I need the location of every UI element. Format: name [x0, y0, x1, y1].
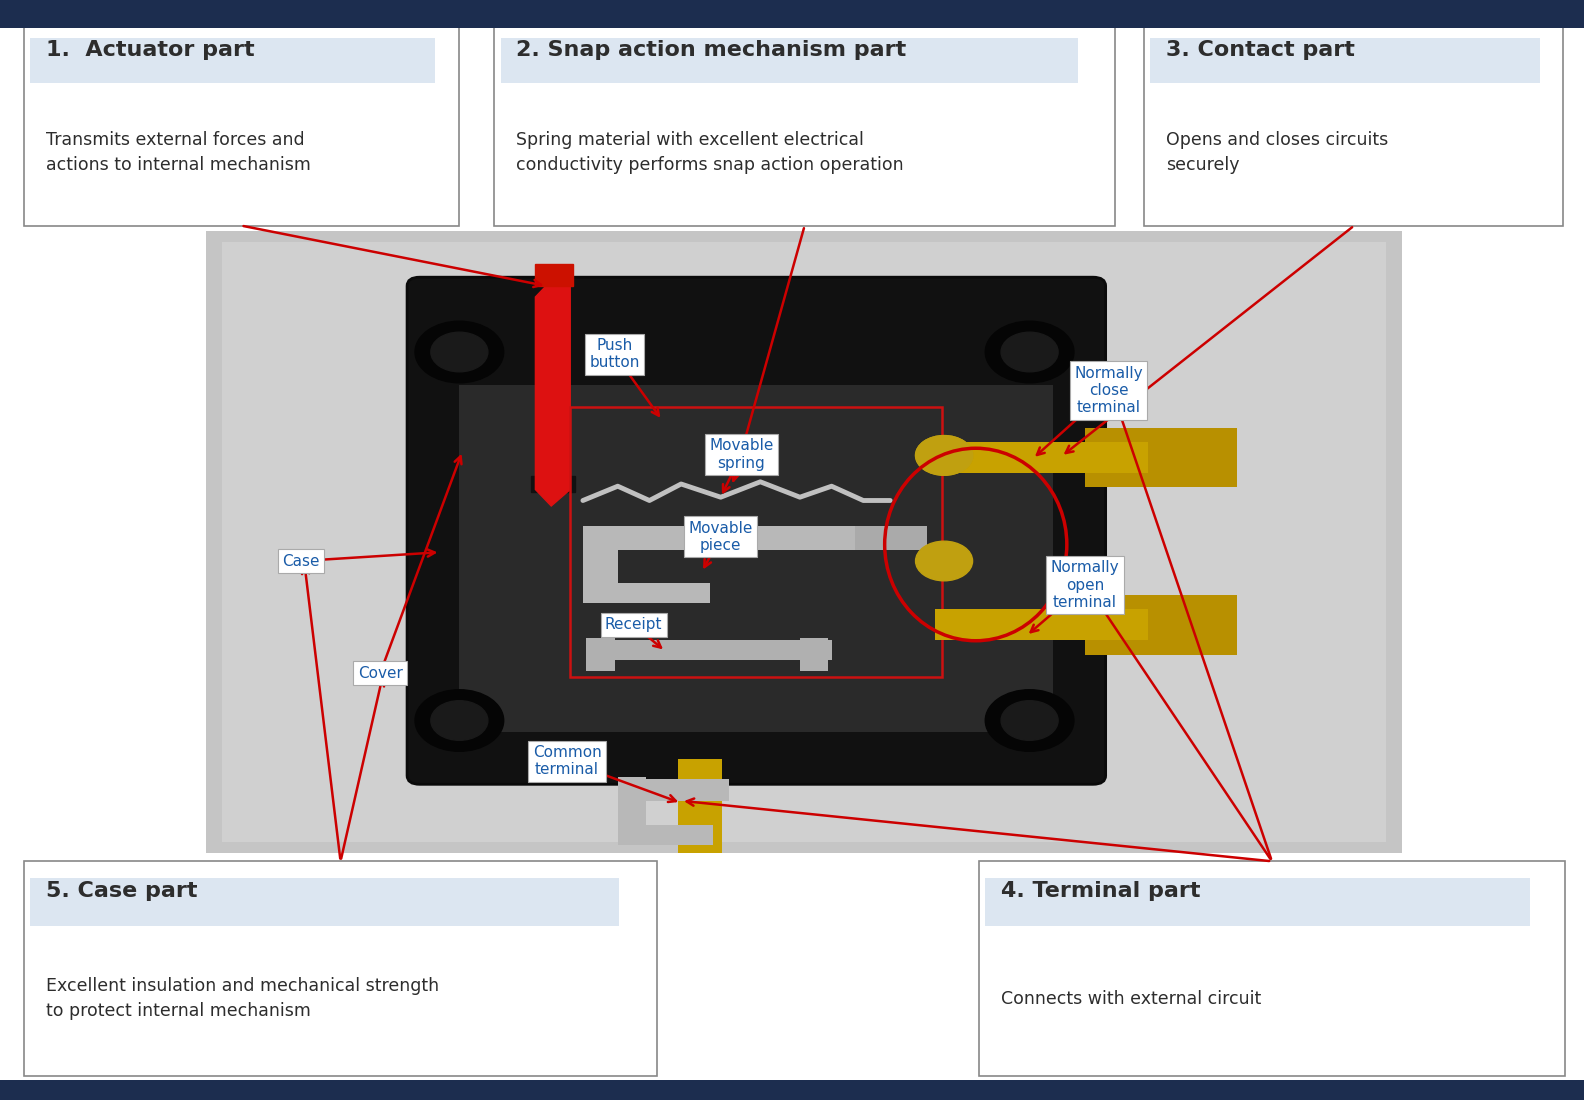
Text: 3. Contact part: 3. Contact part	[1166, 41, 1354, 60]
FancyBboxPatch shape	[24, 22, 459, 226]
FancyBboxPatch shape	[24, 861, 657, 1076]
FancyBboxPatch shape	[800, 638, 828, 671]
Text: Normally
close
terminal: Normally close terminal	[1074, 365, 1144, 416]
Text: Transmits external forces and
actions to internal mechanism: Transmits external forces and actions to…	[46, 131, 310, 174]
Circle shape	[985, 690, 1074, 751]
Text: Common
terminal: Common terminal	[532, 745, 602, 778]
FancyBboxPatch shape	[494, 22, 1115, 226]
Polygon shape	[531, 476, 575, 492]
FancyBboxPatch shape	[935, 609, 1148, 640]
Text: Normally
open
terminal: Normally open terminal	[1050, 560, 1120, 610]
FancyBboxPatch shape	[583, 583, 710, 603]
FancyBboxPatch shape	[501, 37, 1079, 84]
FancyBboxPatch shape	[407, 277, 1106, 784]
Circle shape	[431, 332, 488, 372]
FancyBboxPatch shape	[979, 861, 1565, 1076]
FancyBboxPatch shape	[583, 548, 618, 603]
Circle shape	[1001, 701, 1058, 740]
Text: Cover: Cover	[358, 666, 402, 681]
FancyBboxPatch shape	[678, 759, 722, 852]
Text: Case: Case	[282, 553, 320, 569]
Text: Opens and closes circuits
securely: Opens and closes circuits securely	[1166, 131, 1388, 174]
Text: Movable
piece: Movable piece	[689, 520, 752, 553]
Circle shape	[1001, 332, 1058, 372]
Text: Receipt: Receipt	[605, 617, 662, 632]
Circle shape	[916, 436, 973, 475]
FancyBboxPatch shape	[618, 779, 729, 801]
FancyBboxPatch shape	[586, 638, 615, 671]
FancyBboxPatch shape	[1085, 428, 1237, 487]
FancyBboxPatch shape	[30, 37, 436, 84]
Polygon shape	[535, 280, 570, 506]
Text: 4. Terminal part: 4. Terminal part	[1001, 881, 1201, 901]
FancyBboxPatch shape	[459, 385, 1053, 732]
FancyBboxPatch shape	[935, 442, 1148, 473]
FancyBboxPatch shape	[222, 242, 1386, 842]
Text: Movable
spring: Movable spring	[710, 438, 773, 471]
FancyBboxPatch shape	[0, 0, 1584, 28]
FancyBboxPatch shape	[586, 640, 832, 660]
Text: Connects with external circuit: Connects with external circuit	[1001, 990, 1261, 1008]
FancyBboxPatch shape	[985, 878, 1530, 926]
FancyBboxPatch shape	[618, 825, 713, 845]
Circle shape	[415, 321, 504, 383]
FancyBboxPatch shape	[0, 1080, 1584, 1100]
Text: Spring material with excellent electrical
conductivity performs snap action oper: Spring material with excellent electrica…	[516, 131, 904, 174]
Text: 2. Snap action mechanism part: 2. Snap action mechanism part	[516, 41, 906, 60]
Circle shape	[431, 701, 488, 740]
FancyBboxPatch shape	[1085, 595, 1237, 654]
FancyBboxPatch shape	[618, 777, 646, 845]
Text: 5. Case part: 5. Case part	[46, 881, 198, 901]
FancyBboxPatch shape	[583, 526, 868, 550]
Circle shape	[415, 690, 504, 751]
FancyBboxPatch shape	[1144, 22, 1563, 226]
Polygon shape	[535, 264, 573, 286]
Text: Excellent insulation and mechanical strength
to protect internal mechanism: Excellent insulation and mechanical stre…	[46, 977, 439, 1020]
Circle shape	[916, 541, 973, 581]
Text: Push
button: Push button	[589, 338, 640, 371]
Text: 1.  Actuator part: 1. Actuator part	[46, 41, 255, 60]
FancyBboxPatch shape	[206, 231, 1402, 853]
FancyBboxPatch shape	[30, 878, 619, 926]
Circle shape	[985, 321, 1074, 383]
FancyBboxPatch shape	[855, 526, 927, 550]
Circle shape	[916, 436, 973, 475]
FancyBboxPatch shape	[1150, 37, 1540, 84]
